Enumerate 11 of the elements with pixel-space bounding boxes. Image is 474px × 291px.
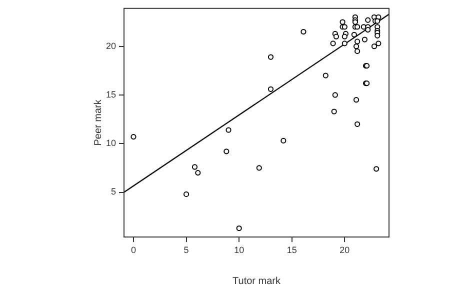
x-tick-label: 15 [286, 244, 297, 255]
y-tick-label: 20 [106, 40, 116, 51]
x-tick-label: 0 [130, 244, 136, 255]
y-tick-label: 15 [106, 89, 116, 100]
x-tick-label: 5 [184, 244, 189, 255]
x-axis-title: Tutor mark [232, 276, 282, 287]
x-tick-label: 10 [234, 244, 244, 255]
y-tick-label: 5 [110, 186, 116, 197]
y-axis-title: Peer mark [92, 98, 104, 146]
x-tick-label: 20 [340, 244, 350, 255]
y-tick-label: 10 [106, 138, 116, 148]
